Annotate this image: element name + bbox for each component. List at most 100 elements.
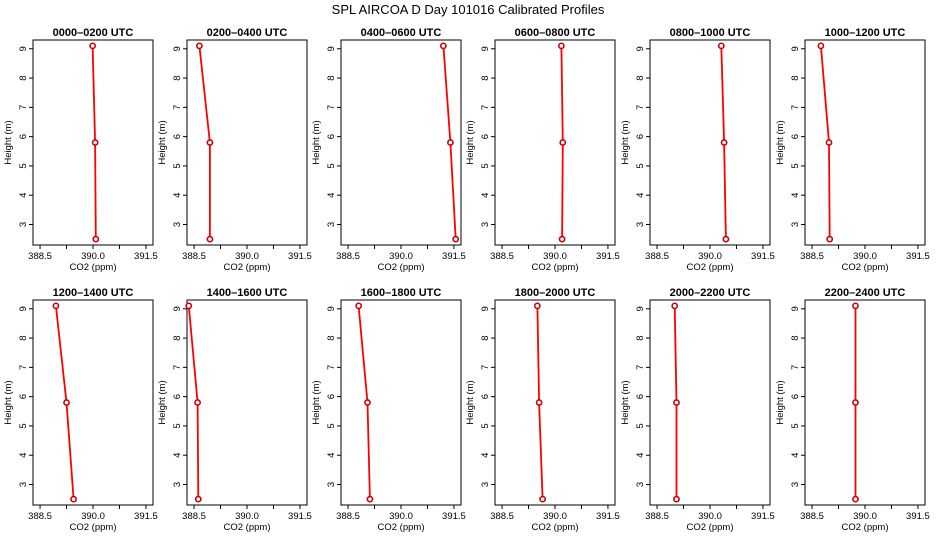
y-tick-label: 9 xyxy=(790,46,801,51)
x-tick-label: 390.0 xyxy=(389,251,413,262)
data-point xyxy=(194,399,201,406)
y-tick-label: 3 xyxy=(326,482,337,487)
y-tick-label: 8 xyxy=(480,75,491,80)
data-point xyxy=(185,302,193,310)
y-tick-label: 7 xyxy=(326,105,337,110)
plot-frame xyxy=(494,299,616,506)
y-tick-label: 4 xyxy=(172,453,183,458)
y-tick-label: 9 xyxy=(480,306,491,311)
y-tick-label: 9 xyxy=(635,306,646,311)
y-tick-label: 7 xyxy=(172,105,183,110)
profile-panel: 1400–1600 UTC 388.5 390.0 391.5 3 4 5 6 7 8 9 CO2 (… xyxy=(157,287,312,533)
y-tick-label: 7 xyxy=(172,365,183,370)
x-tick-label: 388.5 xyxy=(336,251,360,262)
data-point xyxy=(195,42,203,50)
y-axis-label: Height (m) xyxy=(465,380,476,424)
figure-title: SPL AIRCOA D Day 101016 Calibrated Profi… xyxy=(332,2,605,17)
x-axis-label: CO2 (ppm) xyxy=(842,262,889,273)
plot-frame xyxy=(804,299,926,506)
profile-panel: 1200–1400 UTC 388.5 390.0 391.5 3 4 5 6 7 8 9 CO2 (… xyxy=(3,287,158,533)
plot-frame xyxy=(340,299,462,506)
y-tick-label: 9 xyxy=(172,46,183,51)
x-tick-label: 390.0 xyxy=(235,251,259,262)
data-point xyxy=(539,495,547,503)
profile-panel: 0400–0600 UTC 388.5 390.0 391.5 3 4 5 6 7 8 9 CO2 (… xyxy=(311,27,466,273)
y-tick-label: 7 xyxy=(480,105,491,110)
y-tick-label: 6 xyxy=(635,134,646,139)
y-tick-label: 4 xyxy=(790,193,801,198)
panel-title: 1600–1800 UTC xyxy=(361,287,442,299)
y-tick-label: 9 xyxy=(326,46,337,51)
plot-frame xyxy=(186,299,308,506)
y-tick-label: 4 xyxy=(172,193,183,198)
x-tick-label: 391.5 xyxy=(442,511,466,522)
y-axis-label: Height (m) xyxy=(311,380,322,424)
y-tick-label: 3 xyxy=(635,482,646,487)
data-point xyxy=(671,302,679,310)
x-axis-label: CO2 (ppm) xyxy=(224,522,271,533)
y-tick-label: 9 xyxy=(326,306,337,311)
y-tick-label: 4 xyxy=(18,193,29,198)
y-tick-label: 9 xyxy=(790,306,801,311)
y-tick-label: 4 xyxy=(635,193,646,198)
data-point xyxy=(206,139,214,146)
data-point xyxy=(825,139,833,146)
x-tick-label: 391.5 xyxy=(442,251,466,262)
y-tick-label: 4 xyxy=(790,453,801,458)
x-tick-label: 391.5 xyxy=(906,511,930,522)
y-tick-label: 5 xyxy=(790,163,801,168)
x-axis-label: CO2 (ppm) xyxy=(532,262,579,273)
x-tick-label: 391.5 xyxy=(906,251,930,262)
y-tick-label: 3 xyxy=(18,222,29,227)
data-point xyxy=(558,235,566,243)
y-tick-label: 6 xyxy=(790,134,801,139)
x-tick-label: 390.0 xyxy=(235,511,259,522)
data-point xyxy=(52,302,60,310)
y-tick-label: 7 xyxy=(326,365,337,370)
y-tick-label: 8 xyxy=(480,335,491,340)
x-tick-label: 388.5 xyxy=(182,511,206,522)
data-point xyxy=(439,42,447,50)
y-tick-label: 4 xyxy=(635,453,646,458)
plot-frame xyxy=(649,39,771,246)
y-tick-label: 9 xyxy=(18,46,29,51)
profile-panel: 0600–0800 UTC 388.5 390.0 391.5 3 4 5 6 7 8 9 CO2 (… xyxy=(465,27,620,273)
x-axis-label: CO2 (ppm) xyxy=(378,522,425,533)
profile-panel: 2200–2400 UTC 388.5 390.0 391.5 3 4 5 6 7 8 9 CO2 (… xyxy=(775,287,930,533)
profile-panel: 0800–1000 UTC 388.5 390.0 391.5 3 4 5 6 7 8 9 CO2 (… xyxy=(620,27,775,273)
data-point xyxy=(559,139,567,146)
y-tick-label: 9 xyxy=(480,46,491,51)
y-tick-label: 4 xyxy=(480,193,491,198)
panel-title: 0400–0600 UTC xyxy=(361,27,442,39)
panel-title: 1800–2000 UTC xyxy=(515,287,596,299)
profile-panel: 0000–0200 UTC 388.5 390.0 391.5 3 4 5 6 7 8 9 CO2 (… xyxy=(3,27,158,273)
y-tick-label: 3 xyxy=(480,222,491,227)
y-tick-label: 5 xyxy=(172,423,183,428)
x-tick-label: 388.5 xyxy=(800,251,824,262)
panel-title: 0800–1000 UTC xyxy=(670,27,751,39)
y-tick-label: 3 xyxy=(18,482,29,487)
y-tick-label: 7 xyxy=(635,105,646,110)
data-point xyxy=(722,235,730,243)
plot-frame xyxy=(32,299,154,506)
data-point xyxy=(447,139,454,146)
data-point xyxy=(852,399,859,406)
x-tick-label: 391.5 xyxy=(751,251,775,262)
y-tick-label: 5 xyxy=(635,423,646,428)
y-tick-label: 6 xyxy=(790,394,801,399)
x-axis-label: CO2 (ppm) xyxy=(70,262,117,273)
y-tick-label: 4 xyxy=(18,453,29,458)
plot-frame xyxy=(186,39,308,246)
y-tick-label: 6 xyxy=(18,134,29,139)
y-tick-label: 6 xyxy=(172,394,183,399)
data-point xyxy=(89,42,97,50)
x-axis-label: CO2 (ppm) xyxy=(687,522,734,533)
y-axis-label: Height (m) xyxy=(3,380,14,424)
data-point xyxy=(206,235,214,243)
y-tick-label: 6 xyxy=(480,394,491,399)
data-point xyxy=(557,42,565,50)
y-axis-label: Height (m) xyxy=(465,120,476,164)
y-tick-label: 3 xyxy=(635,222,646,227)
x-tick-label: 388.5 xyxy=(645,251,669,262)
x-tick-label: 391.5 xyxy=(288,511,312,522)
